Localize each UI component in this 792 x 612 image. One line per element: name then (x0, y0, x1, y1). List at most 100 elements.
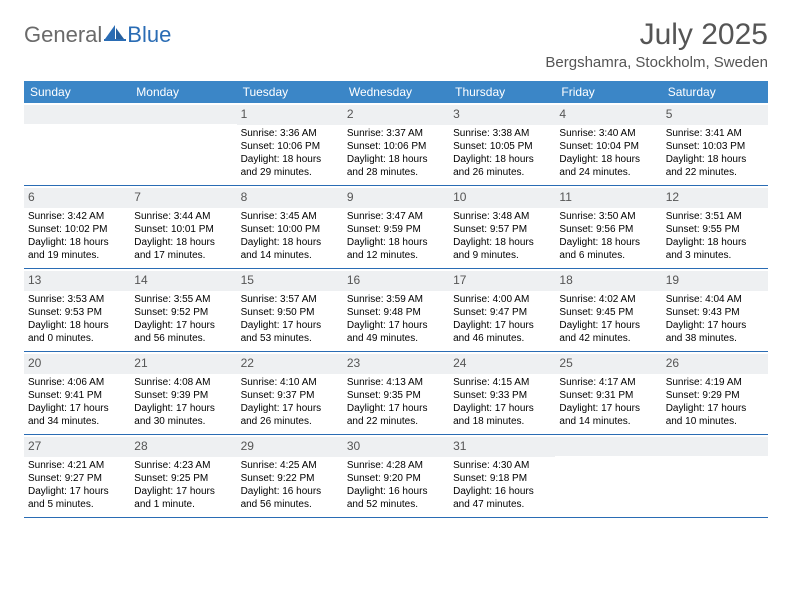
day-number: 22 (237, 354, 343, 374)
day-number: 5 (662, 105, 768, 125)
day-info: Sunrise: 4:04 AM Sunset: 9:43 PM Dayligh… (666, 293, 764, 345)
day-cell (555, 435, 661, 517)
day-number: 13 (24, 271, 130, 291)
day-info: Sunrise: 3:38 AM Sunset: 10:05 PM Daylig… (453, 127, 551, 179)
day-cell: 14Sunrise: 3:55 AM Sunset: 9:52 PM Dayli… (130, 269, 236, 351)
day-number: 23 (343, 354, 449, 374)
day-cell: 8Sunrise: 3:45 AM Sunset: 10:00 PM Dayli… (237, 186, 343, 268)
day-info: Sunrise: 3:59 AM Sunset: 9:48 PM Dayligh… (347, 293, 445, 345)
day-cell: 6Sunrise: 3:42 AM Sunset: 10:02 PM Dayli… (24, 186, 130, 268)
day-number: 8 (237, 188, 343, 208)
day-number: 6 (24, 188, 130, 208)
weekday-header: Sunday (24, 81, 130, 103)
day-cell: 4Sunrise: 3:40 AM Sunset: 10:04 PM Dayli… (555, 103, 661, 185)
day-info: Sunrise: 4:25 AM Sunset: 9:22 PM Dayligh… (241, 459, 339, 511)
week-row: 20Sunrise: 4:06 AM Sunset: 9:41 PM Dayli… (24, 352, 768, 435)
day-number: 29 (237, 437, 343, 457)
day-cell: 16Sunrise: 3:59 AM Sunset: 9:48 PM Dayli… (343, 269, 449, 351)
day-info: Sunrise: 3:41 AM Sunset: 10:03 PM Daylig… (666, 127, 764, 179)
day-cell: 30Sunrise: 4:28 AM Sunset: 9:20 PM Dayli… (343, 435, 449, 517)
day-info: Sunrise: 3:47 AM Sunset: 9:59 PM Dayligh… (347, 210, 445, 262)
day-number: 19 (662, 271, 768, 291)
sail-icon (104, 24, 126, 46)
day-number: 15 (237, 271, 343, 291)
day-info: Sunrise: 3:42 AM Sunset: 10:02 PM Daylig… (28, 210, 126, 262)
title-block: July 2025 Bergshamra, Stockholm, Sweden (545, 18, 768, 71)
day-cell: 24Sunrise: 4:15 AM Sunset: 9:33 PM Dayli… (449, 352, 555, 434)
day-cell: 29Sunrise: 4:25 AM Sunset: 9:22 PM Dayli… (237, 435, 343, 517)
day-cell: 12Sunrise: 3:51 AM Sunset: 9:55 PM Dayli… (662, 186, 768, 268)
day-cell: 28Sunrise: 4:23 AM Sunset: 9:25 PM Dayli… (130, 435, 236, 517)
month-title: July 2025 (545, 18, 768, 52)
day-cell: 26Sunrise: 4:19 AM Sunset: 9:29 PM Dayli… (662, 352, 768, 434)
day-number: 27 (24, 437, 130, 457)
day-cell: 15Sunrise: 3:57 AM Sunset: 9:50 PM Dayli… (237, 269, 343, 351)
day-number: 10 (449, 188, 555, 208)
day-cell: 18Sunrise: 4:02 AM Sunset: 9:45 PM Dayli… (555, 269, 661, 351)
day-number: 14 (130, 271, 236, 291)
day-number: 11 (555, 188, 661, 208)
day-cell: 17Sunrise: 4:00 AM Sunset: 9:47 PM Dayli… (449, 269, 555, 351)
day-info: Sunrise: 3:44 AM Sunset: 10:01 PM Daylig… (134, 210, 232, 262)
day-number: 18 (555, 271, 661, 291)
day-number: 31 (449, 437, 555, 457)
day-info: Sunrise: 3:36 AM Sunset: 10:06 PM Daylig… (241, 127, 339, 179)
day-number: 21 (130, 354, 236, 374)
day-info: Sunrise: 4:28 AM Sunset: 9:20 PM Dayligh… (347, 459, 445, 511)
weekday-header: Monday (130, 81, 236, 103)
day-info: Sunrise: 3:50 AM Sunset: 9:56 PM Dayligh… (559, 210, 657, 262)
weekday-header: Friday (555, 81, 661, 103)
day-cell (24, 103, 130, 185)
calendar: SundayMondayTuesdayWednesdayThursdayFrid… (24, 81, 768, 518)
week-row: 13Sunrise: 3:53 AM Sunset: 9:53 PM Dayli… (24, 269, 768, 352)
brand-logo: General Blue (24, 18, 171, 46)
day-info: Sunrise: 4:23 AM Sunset: 9:25 PM Dayligh… (134, 459, 232, 511)
day-cell (662, 435, 768, 517)
day-info: Sunrise: 4:17 AM Sunset: 9:31 PM Dayligh… (559, 376, 657, 428)
day-number: 25 (555, 354, 661, 374)
day-info: Sunrise: 4:13 AM Sunset: 9:35 PM Dayligh… (347, 376, 445, 428)
day-cell: 10Sunrise: 3:48 AM Sunset: 9:57 PM Dayli… (449, 186, 555, 268)
day-number: 16 (343, 271, 449, 291)
day-number: 28 (130, 437, 236, 457)
day-info: Sunrise: 4:02 AM Sunset: 9:45 PM Dayligh… (559, 293, 657, 345)
week-row: 27Sunrise: 4:21 AM Sunset: 9:27 PM Dayli… (24, 435, 768, 518)
day-cell: 23Sunrise: 4:13 AM Sunset: 9:35 PM Dayli… (343, 352, 449, 434)
day-cell: 27Sunrise: 4:21 AM Sunset: 9:27 PM Dayli… (24, 435, 130, 517)
day-cell: 1Sunrise: 3:36 AM Sunset: 10:06 PM Dayli… (237, 103, 343, 185)
day-cell: 3Sunrise: 3:38 AM Sunset: 10:05 PM Dayli… (449, 103, 555, 185)
day-info: Sunrise: 3:51 AM Sunset: 9:55 PM Dayligh… (666, 210, 764, 262)
day-info: Sunrise: 4:00 AM Sunset: 9:47 PM Dayligh… (453, 293, 551, 345)
day-cell: 21Sunrise: 4:08 AM Sunset: 9:39 PM Dayli… (130, 352, 236, 434)
brand-part2: Blue (127, 24, 171, 46)
day-cell: 13Sunrise: 3:53 AM Sunset: 9:53 PM Dayli… (24, 269, 130, 351)
day-number: 3 (449, 105, 555, 125)
day-cell: 22Sunrise: 4:10 AM Sunset: 9:37 PM Dayli… (237, 352, 343, 434)
day-info: Sunrise: 4:06 AM Sunset: 9:41 PM Dayligh… (28, 376, 126, 428)
day-cell: 25Sunrise: 4:17 AM Sunset: 9:31 PM Dayli… (555, 352, 661, 434)
day-number: 4 (555, 105, 661, 125)
day-number (24, 105, 130, 124)
weekday-header: Saturday (662, 81, 768, 103)
day-number: 1 (237, 105, 343, 125)
day-number (555, 437, 661, 456)
day-info: Sunrise: 4:08 AM Sunset: 9:39 PM Dayligh… (134, 376, 232, 428)
day-cell: 20Sunrise: 4:06 AM Sunset: 9:41 PM Dayli… (24, 352, 130, 434)
week-row: 1Sunrise: 3:36 AM Sunset: 10:06 PM Dayli… (24, 103, 768, 186)
day-info: Sunrise: 4:19 AM Sunset: 9:29 PM Dayligh… (666, 376, 764, 428)
day-number (130, 105, 236, 124)
day-info: Sunrise: 4:15 AM Sunset: 9:33 PM Dayligh… (453, 376, 551, 428)
day-info: Sunrise: 3:55 AM Sunset: 9:52 PM Dayligh… (134, 293, 232, 345)
day-number: 30 (343, 437, 449, 457)
weekday-header: Tuesday (237, 81, 343, 103)
day-info: Sunrise: 4:30 AM Sunset: 9:18 PM Dayligh… (453, 459, 551, 511)
day-number: 7 (130, 188, 236, 208)
day-number: 2 (343, 105, 449, 125)
day-number: 17 (449, 271, 555, 291)
day-info: Sunrise: 3:40 AM Sunset: 10:04 PM Daylig… (559, 127, 657, 179)
day-info: Sunrise: 4:21 AM Sunset: 9:27 PM Dayligh… (28, 459, 126, 511)
day-number: 9 (343, 188, 449, 208)
day-info: Sunrise: 3:37 AM Sunset: 10:06 PM Daylig… (347, 127, 445, 179)
day-info: Sunrise: 3:45 AM Sunset: 10:00 PM Daylig… (241, 210, 339, 262)
day-cell: 5Sunrise: 3:41 AM Sunset: 10:03 PM Dayli… (662, 103, 768, 185)
